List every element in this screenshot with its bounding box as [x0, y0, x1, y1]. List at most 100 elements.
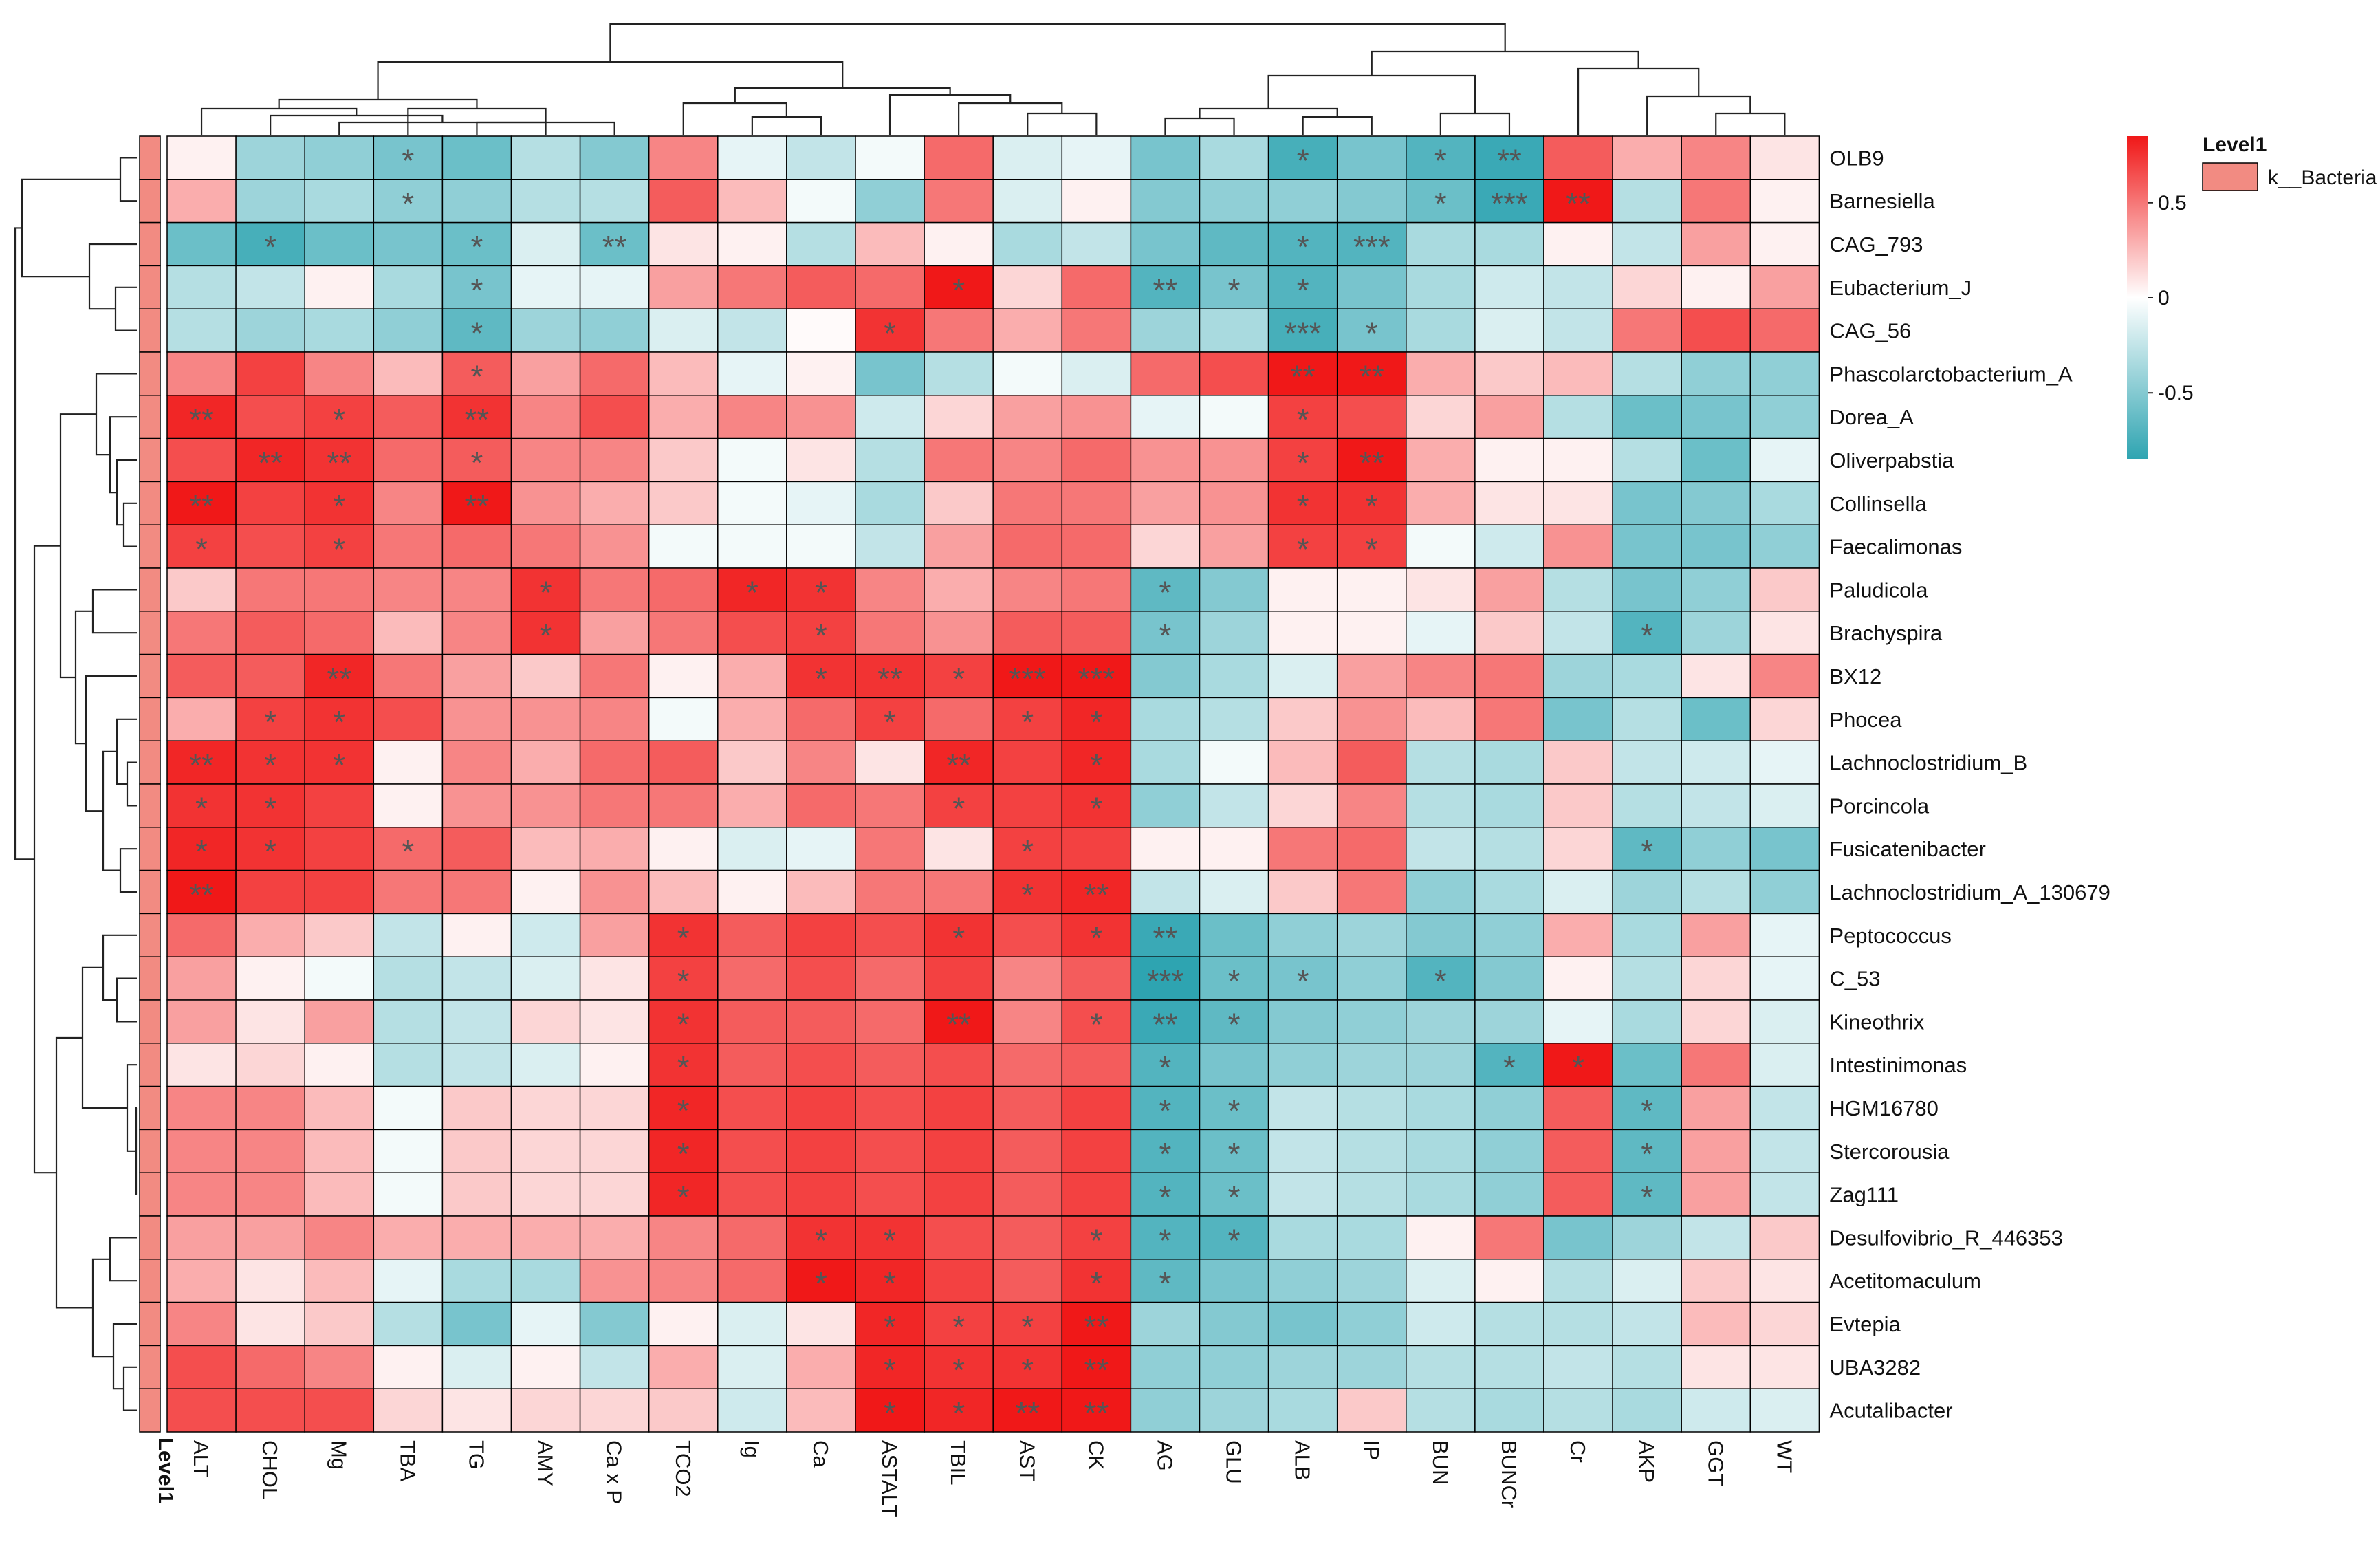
heatmap-cell [924, 869, 994, 915]
heatmap-cell [648, 1172, 719, 1217]
significance-mark: * [1641, 618, 1653, 653]
heatmap-cell [1681, 1043, 1751, 1087]
heatmap-cell [648, 1085, 719, 1131]
heatmap-cell [786, 1215, 856, 1260]
heatmap-cell [1336, 697, 1407, 741]
heatmap-cell [1406, 351, 1476, 396]
legend-annotation-label: k__Bacteria [2268, 166, 2377, 189]
significance-mark: * [1159, 1222, 1171, 1258]
heatmap-cell [1130, 481, 1201, 525]
heatmap-cell [1336, 179, 1407, 224]
heatmap-cell [1612, 1388, 1682, 1433]
significance-mark: ** [1084, 1395, 1109, 1431]
heatmap-cell [648, 179, 719, 224]
heatmap-cell [1130, 265, 1201, 309]
significance-mark: * [1159, 1136, 1171, 1172]
heatmap-cell [717, 1172, 787, 1217]
dendrogram-branch [751, 116, 822, 135]
heatmap-cell [717, 437, 787, 483]
significance-mark: * [1090, 1265, 1102, 1301]
significance-mark: * [1228, 1136, 1241, 1172]
dendrogram-branch [109, 416, 137, 494]
heatmap-cell [1336, 135, 1407, 180]
heatmap-cell [1543, 697, 1613, 741]
significance-mark: * [884, 1265, 896, 1301]
heatmap-cell [304, 956, 375, 1001]
heatmap-cell [510, 913, 581, 957]
heatmap-cell [166, 827, 237, 871]
heatmap-cell [1474, 697, 1544, 741]
heatmap-cell [1199, 999, 1269, 1044]
significance-mark: * [1434, 964, 1447, 999]
heatmap-cell [1267, 869, 1338, 915]
heatmap-cell [1749, 437, 1820, 483]
heatmap-cell [1199, 1043, 1269, 1087]
heatmap-cell [1612, 481, 1682, 525]
heatmap-cell [441, 1388, 512, 1433]
heatmap-cell [1130, 913, 1201, 957]
heatmap-cell [304, 999, 375, 1044]
heatmap-cell [1749, 567, 1820, 612]
heatmap-cell [579, 999, 650, 1044]
heatmap-cell [648, 1388, 719, 1433]
heatmap-cell [235, 869, 305, 915]
heatmap-cell [1199, 567, 1269, 612]
heatmap-cell [579, 1345, 650, 1389]
row-label: CAG_56 [1829, 319, 1911, 343]
heatmap-cell [510, 1172, 581, 1217]
heatmap-cell [1543, 1259, 1613, 1303]
heatmap-cell [1681, 179, 1751, 224]
heatmap-cell [1612, 611, 1682, 655]
heatmap-cell [924, 481, 994, 525]
significance-mark: * [677, 1093, 690, 1129]
significance-mark: * [1090, 1006, 1102, 1042]
dendrogram-branch [81, 966, 127, 1109]
significance-mark: * [815, 618, 827, 653]
heatmap-cell [855, 1085, 925, 1131]
heatmap-cell [579, 1129, 650, 1173]
heatmap-cell [1543, 1345, 1613, 1389]
heatmap-cell [992, 524, 1063, 569]
heatmap-cell [1474, 653, 1544, 699]
row-labels: OLB9 Barnesiella CAG_793 Eubacterium_J CAG_5… [1829, 146, 2110, 1422]
heatmap-cell [1749, 1301, 1820, 1347]
heatmap-cell [1061, 653, 1132, 699]
heatmap-cell [1336, 437, 1407, 483]
significance-mark: * [1366, 532, 1378, 567]
significance-mark: * [1297, 445, 1309, 481]
dendrogram-branch [1577, 67, 1700, 135]
heatmap-cell [855, 611, 925, 655]
heatmap-cell [1406, 437, 1476, 483]
heatmap-cell [1336, 869, 1407, 915]
significance-mark: * [1090, 920, 1102, 956]
heatmap-cell [786, 611, 856, 655]
significance-mark: * [1159, 1179, 1171, 1215]
heatmap-cell [1336, 827, 1407, 871]
heatmap-cell [373, 265, 444, 309]
heatmap-cell [1130, 697, 1201, 741]
heatmap-cell [1543, 1129, 1613, 1173]
significance-mark: ** [189, 748, 214, 783]
dendrogram-branch [88, 243, 137, 310]
heatmap-cell [1406, 481, 1476, 525]
heatmap-cell [855, 221, 925, 267]
heatmap-cell [924, 135, 994, 180]
heatmap-cell [1681, 1259, 1751, 1303]
heatmap-cell [373, 740, 444, 785]
heatmap-cell [1749, 913, 1820, 957]
heatmap-cell [717, 1129, 787, 1173]
heatmap-cell [1612, 437, 1682, 483]
significance-mark: * [1228, 1006, 1241, 1042]
heatmap-cell [235, 653, 305, 699]
dendrogram-branch [91, 589, 137, 634]
significance-mark: * [1503, 1050, 1516, 1085]
annotation-cell [139, 783, 161, 828]
heatmap-cell [166, 179, 237, 224]
heatmap-cell [1061, 1345, 1132, 1389]
heatmap-cell [1406, 999, 1476, 1044]
heatmap-cell [1061, 395, 1132, 439]
heatmap-cell [1267, 999, 1338, 1044]
dendrogram-branch [888, 94, 1012, 135]
heatmap-cell [1681, 567, 1751, 612]
heatmap-cell [510, 1215, 581, 1260]
